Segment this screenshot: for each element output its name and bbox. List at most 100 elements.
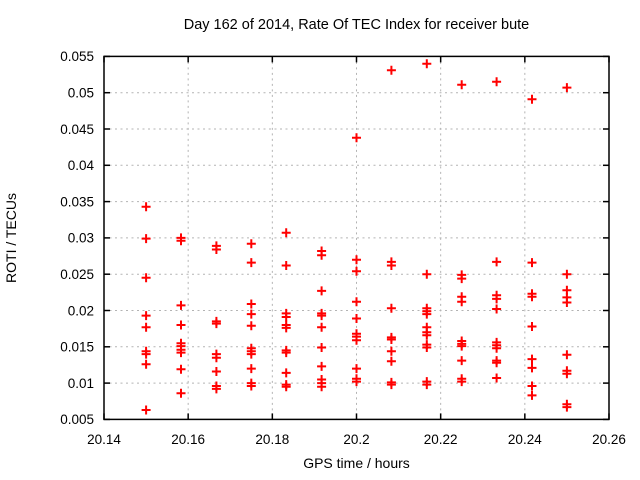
scatter-marker (492, 373, 502, 383)
scatter-marker (527, 258, 537, 268)
scatter-marker (562, 369, 572, 379)
scatter-marker (141, 405, 151, 415)
scatter-marker (281, 228, 291, 238)
scatter-marker (492, 294, 502, 304)
x-tick-label: 20.18 (255, 432, 289, 447)
scatter-marker (422, 343, 432, 352)
y-tick-label: 0.005 (60, 412, 94, 427)
scatter-marker (492, 77, 502, 87)
data-points (141, 59, 572, 415)
scatter-marker (386, 335, 396, 344)
scatter-marker (281, 312, 291, 322)
scatter-marker (422, 380, 432, 390)
scatter-marker (246, 299, 256, 309)
scatter-marker (457, 356, 467, 366)
y-tick-label: 0.055 (60, 49, 94, 64)
scatter-marker (457, 80, 467, 90)
scatter-marker (141, 349, 151, 359)
y-tick-label: 0.03 (68, 231, 94, 246)
scatter-marker (246, 349, 256, 359)
scatter-marker (492, 343, 502, 353)
scatter-marker (352, 266, 361, 276)
scatter-marker (176, 348, 186, 358)
x-tick-labels: 20.14 20.16 20.18 20.2 20.22 20.24 20.26 (87, 432, 626, 447)
scatter-marker (211, 384, 221, 394)
scatter-marker (317, 286, 327, 296)
scatter-marker (176, 388, 186, 398)
scatter-marker (281, 261, 291, 270)
y-tick-label: 0.05 (68, 86, 94, 101)
scatter-marker (527, 390, 537, 400)
scatter-marker (527, 363, 537, 373)
scatter-marker (386, 380, 396, 390)
scatter-marker (246, 309, 256, 319)
scatter-marker (317, 311, 327, 321)
scatter-marker (492, 358, 502, 368)
scatter-marker (352, 297, 361, 307)
scatter-marker (317, 250, 327, 260)
x-tick-label: 20.14 (87, 432, 121, 447)
scatter-marker (281, 323, 291, 333)
scatter-marker (211, 353, 221, 363)
scatter-marker (317, 343, 327, 352)
scatter-marker (386, 346, 396, 356)
y-tick-label: 0.04 (68, 158, 95, 173)
scatter-marker (457, 297, 467, 307)
x-tick-label: 20.16 (171, 432, 205, 447)
scatter-marker (527, 94, 537, 104)
y-tick-label: 0.045 (60, 122, 94, 137)
scatter-marker (141, 234, 151, 244)
chart-title: Day 162 of 2014, Rate Of TEC Index for r… (184, 17, 530, 33)
scatter-marker (562, 350, 572, 360)
scatter-marker (317, 361, 327, 371)
y-tick-label: 0.035 (60, 194, 94, 209)
scatter-marker (352, 377, 361, 387)
plot-border (103, 55, 610, 421)
scatter-marker (527, 322, 537, 331)
scatter-marker (211, 319, 221, 329)
scatter-marker (246, 321, 256, 331)
y-tick-label: 0.01 (68, 376, 94, 391)
scatter-marker (176, 236, 186, 246)
scatter-marker (141, 202, 151, 212)
scatter-marker (176, 320, 186, 330)
gridlines (104, 56, 609, 420)
x-tick-label: 20.26 (592, 432, 626, 447)
scatter-marker (527, 381, 537, 391)
scatter-marker (562, 83, 572, 93)
scatter-marker (386, 303, 396, 313)
x-tick-label: 20.2 (343, 432, 369, 447)
scatter-marker (386, 261, 396, 270)
x-axis-label: GPS time / hours (303, 455, 410, 471)
scatter-marker (562, 402, 572, 412)
scatter-marker (352, 133, 361, 143)
scatter-marker (317, 322, 327, 332)
y-tick-label: 0.025 (60, 267, 94, 282)
scatter-marker (246, 258, 256, 268)
scatter-marker (562, 269, 572, 279)
scatter-marker (352, 335, 361, 345)
y-tick-label: 0.02 (68, 303, 94, 318)
scatter-marker (422, 269, 432, 279)
scatter-marker (211, 245, 221, 254)
scatter-marker (457, 377, 467, 387)
scatter-marker (457, 274, 467, 284)
y-axis-label: ROTI / TECUs (3, 193, 19, 283)
scatter-marker (527, 292, 537, 302)
scatter-marker (246, 364, 256, 374)
scatter-marker (281, 348, 291, 358)
scatter-marker (562, 298, 572, 307)
scatter-marker (211, 367, 221, 376)
scatter-marker (141, 359, 151, 369)
scatter-marker (457, 341, 467, 351)
scatter-marker (141, 322, 151, 332)
scatter-marker (386, 356, 396, 366)
scatter-marker (492, 304, 502, 314)
scatter-marker (281, 382, 291, 392)
y-tick-labels: 0.005 0.01 0.015 0.02 0.025 0.03 0.035 0.04 0.04… (60, 49, 94, 427)
scatter-marker (352, 364, 361, 374)
scatter-marker (527, 354, 537, 364)
x-tick-label: 20.24 (508, 432, 542, 447)
scatter-marker (141, 311, 151, 321)
x-tick-label: 20.22 (424, 432, 458, 447)
